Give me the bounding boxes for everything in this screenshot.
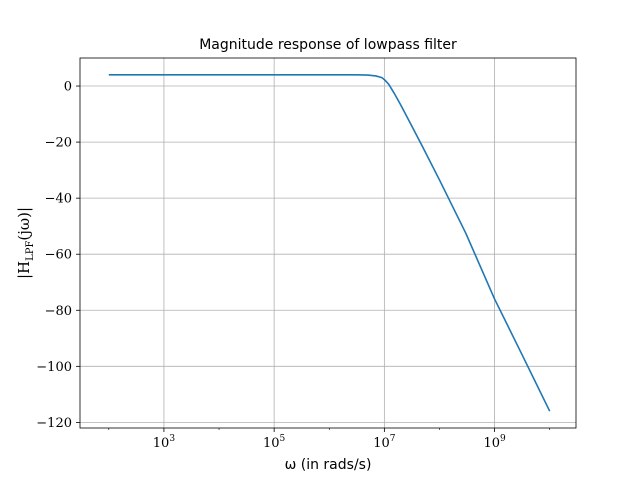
x-tick-label-exponent: 3 bbox=[169, 434, 175, 444]
y-tick-label: −80 bbox=[45, 304, 72, 319]
x-tick-label-exponent: 5 bbox=[280, 434, 286, 444]
grid bbox=[80, 58, 576, 428]
y-axis-label-tail: (jω)| bbox=[15, 207, 33, 241]
x-tick-label: 103 bbox=[153, 434, 176, 451]
series-line bbox=[108, 74, 551, 412]
x-tick-label: 107 bbox=[373, 434, 396, 451]
series-layer bbox=[108, 74, 551, 412]
x-tick-label: 105 bbox=[263, 434, 286, 451]
y-axis-label: |HLPF(jω)| bbox=[15, 207, 36, 279]
x-axis-label: ω (in rads/s) bbox=[285, 457, 372, 473]
x-tick-label-exponent: 7 bbox=[390, 434, 396, 444]
y-axis-label-main: |H bbox=[15, 261, 33, 279]
ticks bbox=[76, 85, 551, 432]
y-tick-label: −60 bbox=[45, 248, 72, 263]
chart-title: Magnitude response of lowpass filter bbox=[199, 37, 457, 53]
y-tick-label: −100 bbox=[36, 360, 72, 375]
y-tick-label: 0 bbox=[64, 80, 72, 95]
plot-frame bbox=[79, 57, 577, 429]
x-tick-label-base: 10 bbox=[483, 436, 500, 451]
y-tick-label: −20 bbox=[45, 136, 72, 151]
x-tick-label-base: 10 bbox=[153, 436, 170, 451]
x-tick-label: 109 bbox=[483, 434, 506, 451]
y-tick-label: −40 bbox=[45, 192, 72, 207]
x-tick-label-base: 10 bbox=[373, 436, 390, 451]
x-tick-label-exponent: 9 bbox=[500, 434, 506, 444]
x-tick-label-base: 10 bbox=[263, 436, 280, 451]
y-tick-label: −120 bbox=[36, 416, 72, 431]
y-axis-label-sub: LPF bbox=[25, 241, 36, 261]
